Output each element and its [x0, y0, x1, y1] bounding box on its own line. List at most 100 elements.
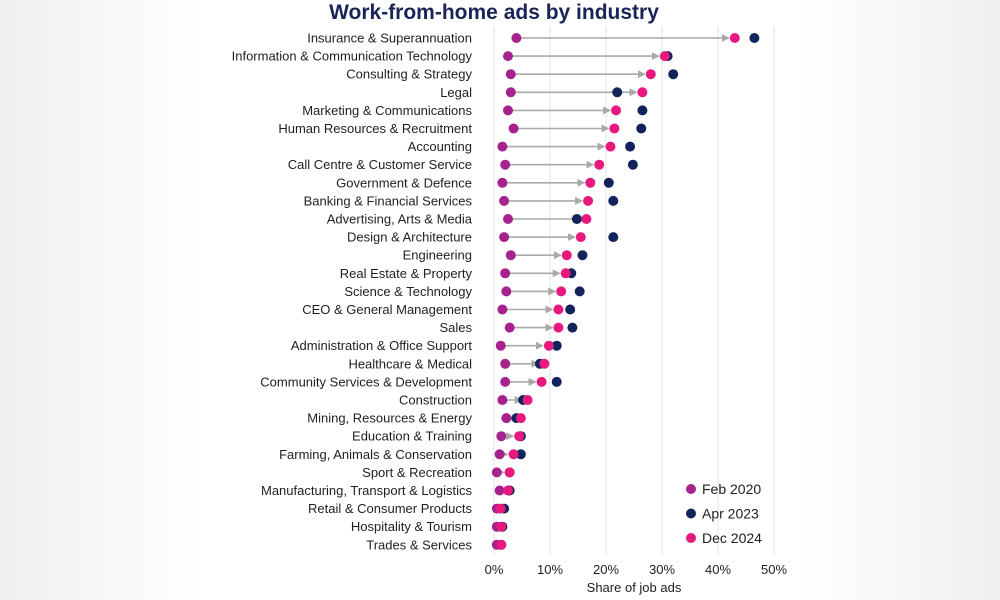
point-feb-2020	[497, 141, 508, 152]
chart-panel: Work-from-home ads by industry Insurance…	[200, 0, 800, 600]
category-label: Education & Training	[352, 429, 472, 444]
data-points	[491, 33, 760, 550]
point-dec-2024	[605, 141, 616, 152]
category-label: Marketing & Communications	[302, 103, 472, 118]
point-dec-2024	[659, 51, 670, 62]
point-dec-2024	[536, 376, 547, 387]
point-feb-2020	[503, 51, 513, 62]
point-feb-2020	[500, 159, 511, 170]
point-dec-2024	[495, 503, 506, 514]
point-dec-2024	[560, 268, 571, 279]
category-label: Construction	[399, 393, 472, 408]
point-dec-2024	[515, 413, 526, 424]
point-dec-2024	[637, 87, 648, 98]
point-dec-2024	[561, 250, 572, 261]
legend-label: Apr 2023	[702, 506, 759, 522]
point-dec-2024	[585, 177, 596, 188]
point-dec-2024	[496, 521, 507, 532]
background-right	[800, 0, 1000, 600]
category-label: Sport & Recreation	[362, 465, 472, 480]
point-feb-2020	[499, 195, 510, 206]
point-feb-2020	[499, 232, 510, 243]
point-dec-2024	[583, 195, 594, 206]
point-apr-2023	[551, 376, 562, 387]
point-apr-2023	[603, 177, 614, 188]
point-feb-2020	[500, 268, 511, 279]
point-feb-2020	[497, 177, 508, 188]
category-label: Legal	[440, 85, 472, 100]
point-dec-2024	[508, 449, 519, 460]
point-dec-2024	[581, 214, 592, 224]
category-label: Manufacturing, Transport & Logistics	[261, 483, 472, 498]
point-dec-2024	[609, 123, 620, 134]
point-dec-2024	[543, 340, 554, 351]
category-label: Sales	[439, 320, 472, 335]
point-apr-2023	[637, 105, 648, 116]
legend-marker	[686, 484, 696, 494]
category-label: CEO & General Management	[302, 302, 472, 317]
background-left	[0, 0, 200, 600]
point-feb-2020	[496, 431, 507, 442]
chart-title: Work-from-home ads by industry	[329, 1, 659, 24]
point-feb-2020	[501, 286, 512, 297]
point-apr-2023	[636, 123, 647, 134]
point-dec-2024	[556, 286, 567, 297]
point-feb-2020	[505, 87, 516, 98]
point-feb-2020	[497, 304, 508, 315]
point-feb-2020	[503, 214, 513, 224]
category-label: Accounting	[408, 139, 472, 154]
point-feb-2020	[495, 340, 506, 351]
point-apr-2023	[668, 69, 679, 80]
point-feb-2020	[494, 485, 505, 496]
point-dec-2024	[553, 304, 564, 315]
category-label: Banking & Financial Services	[304, 193, 473, 208]
category-label: Human Resources & Recruitment	[278, 121, 472, 136]
point-dec-2024	[496, 539, 507, 550]
point-dec-2024	[539, 358, 550, 369]
category-label: Trades & Services	[366, 537, 472, 552]
dot-chart: Work-from-home ads by industry Insurance…	[232, 1, 788, 595]
category-label: Insurance & Superannuation	[307, 31, 472, 46]
point-apr-2023	[574, 286, 585, 297]
point-feb-2020	[511, 33, 522, 43]
point-dec-2024	[645, 69, 656, 80]
category-labels: Insurance & Superannuation Information & …	[232, 31, 473, 553]
category-label: Hospitality & Tourism	[351, 519, 472, 534]
category-label: Retail & Consumer Products	[308, 501, 473, 516]
category-label: Real Estate & Property	[340, 266, 473, 281]
x-tick-label: 0%	[485, 562, 504, 577]
point-feb-2020	[491, 467, 502, 478]
point-apr-2023	[627, 159, 638, 170]
category-label: Information & Communication Technology	[232, 49, 473, 64]
category-label: Call Centre & Customer Service	[288, 157, 472, 172]
point-apr-2023	[625, 141, 636, 152]
category-label: Consulting & Strategy	[346, 67, 472, 82]
x-tick-label: 30%	[649, 562, 675, 577]
point-feb-2020	[494, 449, 505, 460]
point-apr-2023	[567, 322, 578, 333]
x-tick-label: 20%	[593, 562, 619, 577]
category-label: Design & Architecture	[347, 230, 472, 245]
legend-label: Feb 2020	[702, 481, 761, 497]
point-apr-2023	[612, 87, 623, 98]
point-dec-2024	[729, 33, 740, 43]
category-label: Science & Technology	[344, 284, 472, 299]
point-dec-2024	[553, 322, 564, 333]
point-apr-2023	[515, 449, 526, 460]
x-tick-label: 10%	[537, 562, 563, 577]
category-label: Advertising, Arts & Media	[327, 212, 473, 227]
category-label: Engineering	[403, 248, 472, 263]
point-apr-2023	[551, 340, 562, 351]
category-label: Community Services & Development	[260, 374, 472, 389]
legend: Feb 2020 Apr 2023 Dec 2024	[686, 481, 762, 546]
point-dec-2024	[594, 159, 605, 170]
x-axis-title: Share of job ads	[587, 580, 682, 595]
x-tick-label: 50%	[761, 562, 787, 577]
category-label: Healthcare & Medical	[348, 356, 472, 371]
point-apr-2023	[608, 232, 619, 243]
point-apr-2023	[565, 304, 576, 315]
category-label: Farming, Animals & Conservation	[279, 447, 472, 462]
point-feb-2020	[504, 322, 515, 333]
point-dec-2024	[522, 395, 533, 405]
legend-marker	[686, 508, 696, 519]
